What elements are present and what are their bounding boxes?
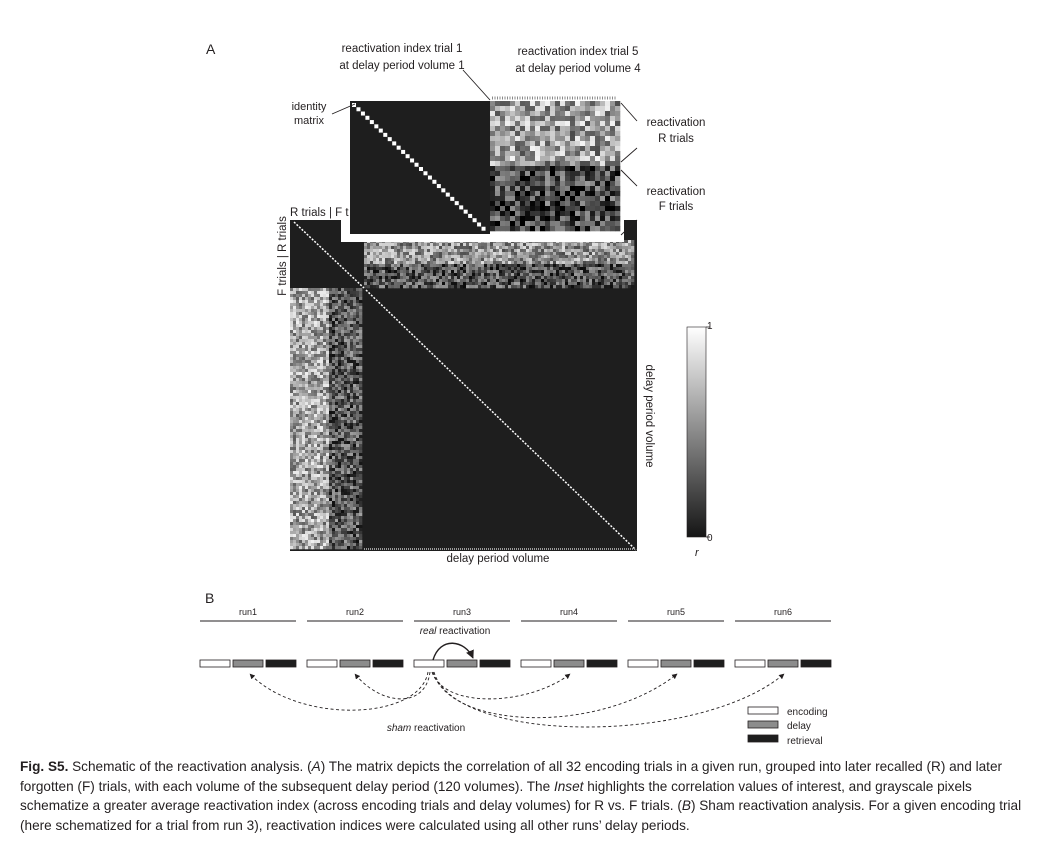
legend-swatch-delay <box>747 720 779 729</box>
run-segment-delay <box>232 659 264 668</box>
panel-b-label: B <box>205 590 214 606</box>
real-reactivation-arrow <box>432 642 474 661</box>
run-label: run3 <box>453 607 471 617</box>
caption-b: B <box>681 798 691 814</box>
panel-a-label: A <box>206 41 216 57</box>
legend: encoding delay retrieval <box>747 706 828 747</box>
run-segment-retrieval <box>479 659 511 668</box>
run-segment-encoding <box>306 659 338 668</box>
callout-f-trials-line1: reactivation <box>647 186 706 198</box>
correlation-matrix <box>290 220 637 551</box>
legend-label-retrieval: retrieval <box>787 736 823 747</box>
run-segment-encoding <box>627 659 659 668</box>
run-segment-delay <box>339 659 371 668</box>
legend-swatch-encoding <box>747 706 779 715</box>
noise-block-bottom-left <box>290 288 363 550</box>
legend-swatch-retrieval <box>747 734 779 743</box>
matrix-diagonal-main <box>365 289 637 551</box>
sham-arrows <box>249 671 785 728</box>
run-segment-encoding <box>520 659 552 668</box>
axis-label-left: F trials | R trials <box>277 216 289 296</box>
caption-text-1: Schematic of the reactivation analysis. … <box>68 759 312 774</box>
run-label: run2 <box>346 607 364 617</box>
caption-fig-label: Fig. S5. <box>20 759 69 774</box>
callout-r-trials-line2: R trials <box>658 133 694 145</box>
run-segment-encoding <box>199 659 231 668</box>
callout-trial1-line1: reactivation index trial 1 <box>342 43 463 55</box>
run-segment-retrieval <box>693 659 725 668</box>
caption-text-3: highlights the correlation values of int… <box>20 778 972 814</box>
axis-label-top: R trials | F t <box>290 207 349 219</box>
figure-caption: Fig. S5. Schematic of the reactivation a… <box>20 757 1030 835</box>
colorbar-gradient <box>686 326 707 538</box>
run-segment-delay <box>660 659 692 668</box>
run-label: run5 <box>667 607 685 617</box>
run-segment-retrieval <box>800 659 832 668</box>
colorbar-max-label: 1 <box>707 321 713 332</box>
noise-block-top-right <box>364 240 635 289</box>
axis-label-bottom: delay period volume <box>447 553 550 565</box>
sham-reactivation-label: sham reactivation <box>387 723 465 734</box>
run-segment-retrieval <box>586 659 618 668</box>
colorbar: 1 0 r <box>686 321 713 559</box>
caption-text-4: ) Sham reactivation analysis. For a give… <box>20 798 1022 833</box>
real-reactivation-label: real reactivation <box>420 626 491 637</box>
colorbar-symbol: r <box>695 547 700 559</box>
caption-inset: Inset <box>553 778 584 794</box>
legend-label-encoding: encoding <box>787 707 828 718</box>
callout-identity-line2: matrix <box>294 115 324 127</box>
callout-lines <box>331 69 638 236</box>
runs-row: run1 run2 run3 run4 run5 run6 <box>199 607 832 668</box>
run-segment-encoding <box>413 659 445 668</box>
run-label: run1 <box>239 607 257 617</box>
callout-identity-line1: identity <box>292 101 327 113</box>
axis-label-right: delay period volume <box>643 365 655 468</box>
run-label: run6 <box>774 607 792 617</box>
run-segment-delay <box>446 659 478 668</box>
run-segment-retrieval <box>265 659 297 668</box>
run-segment-encoding <box>734 659 766 668</box>
inset-reactivation-pixels <box>490 101 621 232</box>
run-label: run4 <box>560 607 578 617</box>
run-segment-delay <box>767 659 799 668</box>
inset-identity-diagonal <box>352 103 486 231</box>
caption-text-2: ) The matrix depicts the correlation of … <box>20 759 1003 794</box>
colorbar-min-label: 0 <box>707 533 713 544</box>
callout-r-trials-line1: reactivation <box>647 117 706 129</box>
callout-trial1-line2: at delay period volume 1 <box>339 60 464 72</box>
inset-zoom <box>341 96 624 242</box>
figure-s5: A B reactivation index trial 1 at delay … <box>199 41 832 747</box>
caption-a: A <box>311 759 321 774</box>
legend-label-delay: delay <box>787 721 811 732</box>
callout-trial5-line1: reactivation index trial 5 <box>518 46 639 58</box>
run-segment-retrieval <box>372 659 404 668</box>
run-segment-delay <box>553 659 585 668</box>
callout-trial5-line2: at delay period volume 4 <box>515 63 641 75</box>
callout-f-trials-line2: F trials <box>659 201 694 213</box>
